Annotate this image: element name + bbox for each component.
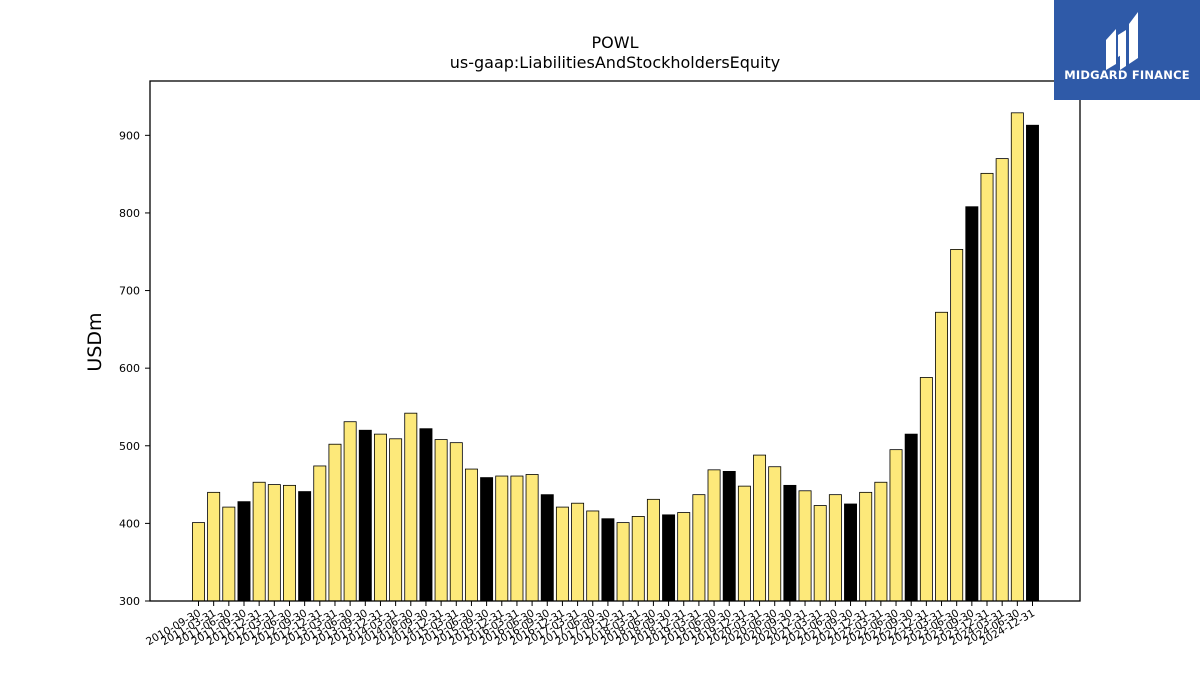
y-axis-label: USDm xyxy=(84,312,106,371)
bar-2023-06-30 xyxy=(950,249,964,602)
bar-2013-12-31 xyxy=(373,433,387,602)
bar-2016-09-30 xyxy=(540,494,554,602)
bar-2019-12-31 xyxy=(737,485,751,602)
bar-2011-09-30 xyxy=(237,501,251,602)
bar-2021-06-30 xyxy=(828,494,842,602)
bar-2015-03-31 xyxy=(449,442,463,602)
bar-2012-09-30 xyxy=(298,491,312,602)
bar-2022-03-31 xyxy=(874,481,888,602)
bar-2013-03-31 xyxy=(328,443,342,602)
bar-2015-12-31 xyxy=(495,475,509,602)
bar-2021-09-30 xyxy=(844,503,857,602)
bar-2011-06-30 xyxy=(222,506,236,602)
bar-2011-12-31 xyxy=(252,481,266,602)
bar-2021-03-31 xyxy=(813,505,827,602)
bar-2020-09-30 xyxy=(783,484,797,602)
plot-frame xyxy=(149,80,1081,602)
y-tick-label: 800 xyxy=(119,207,140,220)
bar-2012-06-30 xyxy=(283,484,296,602)
brand-name: MIDGARD FINANCE xyxy=(1064,68,1190,82)
bar-2024-06-30 xyxy=(1010,112,1024,602)
bar-2022-06-30 xyxy=(889,449,903,602)
y-tick-label: 900 xyxy=(119,129,140,142)
bar-2019-03-31 xyxy=(692,494,706,602)
bar-2023-12-31 xyxy=(980,172,994,602)
bar-2017-06-30 xyxy=(586,510,600,602)
bar-2021-12-31 xyxy=(859,491,873,602)
bar-2018-09-30 xyxy=(662,514,676,602)
bar-2017-12-31 xyxy=(616,522,630,602)
bar-2017-09-30 xyxy=(601,518,615,602)
chart-title: POWL xyxy=(592,33,639,52)
bar-2013-09-30 xyxy=(358,429,372,602)
brand-logo-icon xyxy=(1106,12,1138,70)
bar-2019-09-30 xyxy=(722,470,736,602)
x-axis-ticks: 2010-09-302011-03-312011-06-302011-09-30… xyxy=(144,601,1037,648)
bar-2023-09-30 xyxy=(965,206,979,602)
bar-2014-12-31 xyxy=(434,439,448,602)
bar-2015-06-30 xyxy=(464,468,478,602)
bar-2014-03-31 xyxy=(389,438,403,602)
bar-2016-12-31 xyxy=(555,506,569,602)
bar-2020-12-31 xyxy=(798,490,812,602)
bar-2022-09-30 xyxy=(904,433,918,602)
y-tick-label: 500 xyxy=(119,440,140,453)
bar-series xyxy=(192,112,1039,602)
bar-2012-03-31 xyxy=(267,484,281,602)
bar-2011-03-31 xyxy=(207,491,221,602)
bar-2024-03-31 xyxy=(995,158,1009,602)
bar-2023-03-31 xyxy=(935,311,948,602)
chart-subtitle: us-gaap:LiabilitiesAndStockholdersEquity xyxy=(450,53,781,72)
bar-2016-03-31 xyxy=(510,475,524,602)
bar-2012-12-31 xyxy=(313,465,327,602)
bar-2014-06-30 xyxy=(404,412,418,602)
bar-2020-03-31 xyxy=(753,454,767,602)
bar-2022-12-31 xyxy=(919,377,933,602)
bar-2024-12-31 xyxy=(1026,124,1039,602)
bar-2018-12-31 xyxy=(677,512,691,602)
y-axis-ticks: 300 400 500 600 700 800 900 xyxy=(119,129,150,608)
bar-2014-09-30 xyxy=(419,428,433,602)
bar-2020-06-30 xyxy=(768,466,782,602)
bar-2010-09-30 xyxy=(192,522,205,602)
bar-2018-06-30 xyxy=(646,498,660,602)
bar-2013-06-30 xyxy=(343,421,357,602)
brand-logo: MIDGARD FINANCE xyxy=(1054,0,1200,100)
bar-2016-06-30 xyxy=(525,474,539,602)
y-tick-label: 300 xyxy=(119,595,140,608)
bar-2018-03-31 xyxy=(631,516,645,602)
bar-2019-06-30 xyxy=(707,469,721,602)
y-tick-label: 600 xyxy=(119,362,140,375)
y-tick-label: 400 xyxy=(119,517,140,530)
bar-2017-03-31 xyxy=(571,502,585,602)
bar-2015-09-30 xyxy=(480,477,494,602)
y-tick-label: 700 xyxy=(119,285,140,298)
